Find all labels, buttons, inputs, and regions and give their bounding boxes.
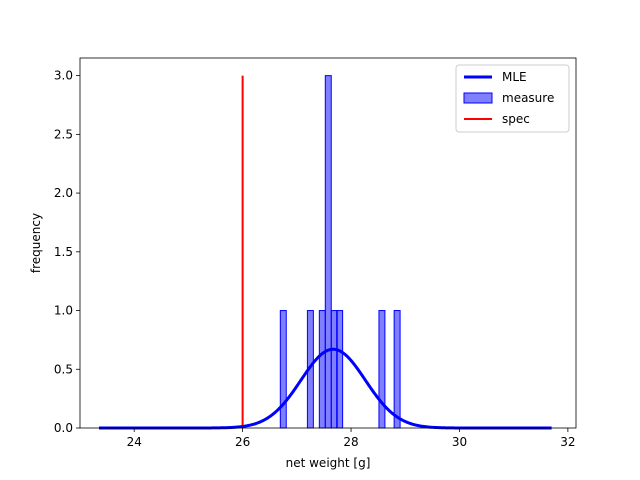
x-tick-label: 26 bbox=[235, 435, 250, 449]
y-tick-label: 0.0 bbox=[54, 421, 73, 435]
y-axis: 0.0 0.5 1.0 1.5 2.0 2.5 3.0 bbox=[54, 69, 80, 435]
legend-label: measure bbox=[502, 91, 554, 105]
histogram-bar bbox=[393, 310, 401, 429]
legend-item: measure bbox=[463, 91, 554, 105]
legend-swatch bbox=[463, 92, 493, 104]
histogram-bar bbox=[279, 310, 287, 429]
histogram-bar bbox=[378, 310, 386, 429]
legend-item: MLE bbox=[464, 70, 527, 84]
legend: MLE measure spec bbox=[455, 64, 570, 133]
legend-box bbox=[455, 64, 570, 133]
y-tick-label: 1.5 bbox=[54, 245, 73, 259]
histogram-bar bbox=[324, 75, 332, 429]
legend-label: spec bbox=[502, 112, 530, 126]
y-tick-label: 2.5 bbox=[54, 127, 73, 141]
x-tick-label: 30 bbox=[452, 435, 467, 449]
y-tick-label: 0.5 bbox=[54, 362, 73, 376]
y-axis-label: frequency bbox=[29, 213, 43, 273]
x-axis-label: net weight [g] bbox=[286, 456, 371, 470]
x-tick-label: 24 bbox=[127, 435, 142, 449]
legend-label: MLE bbox=[502, 70, 527, 84]
y-tick-label: 3.0 bbox=[54, 69, 73, 83]
histogram-bar bbox=[318, 310, 326, 429]
histogram-bar bbox=[336, 310, 344, 429]
x-tick-label: 28 bbox=[343, 435, 358, 449]
axes-frame bbox=[79, 57, 577, 429]
x-tick-label: 32 bbox=[560, 435, 575, 449]
y-tick-label: 2.0 bbox=[54, 186, 73, 200]
y-tick-label: 1.0 bbox=[54, 304, 73, 318]
legend-item: spec bbox=[464, 112, 530, 126]
x-axis: 24 26 28 30 32 bbox=[127, 428, 576, 449]
